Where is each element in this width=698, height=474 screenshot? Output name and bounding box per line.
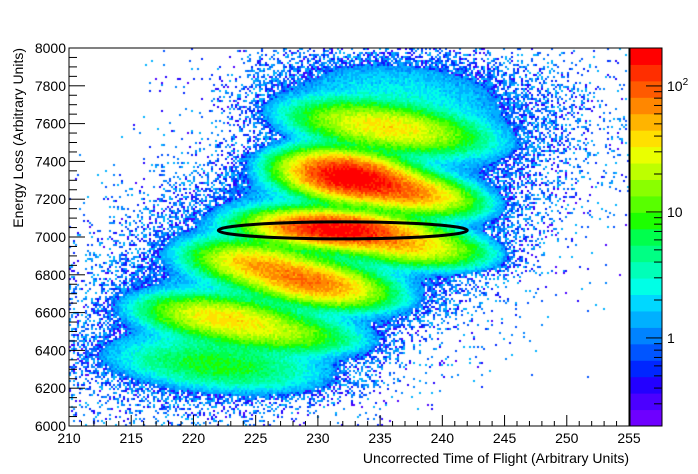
x-tick-label: 245 [493,430,517,446]
y-tick-label: 6200 [35,380,66,396]
x-tick-label: 230 [306,430,330,446]
colorbar-swatch [630,113,662,131]
colorbar-swatch [630,48,662,65]
colorbar-swatch [630,360,662,378]
colorbar-swatch [630,327,662,345]
x-axis-title: Uncorrected Time of Flight (Arbitrary Un… [363,450,629,466]
colorbar-swatch [630,343,662,361]
colorbar-swatch [630,261,662,279]
y-tick-label: 6800 [35,267,66,283]
x-tick-label: 240 [431,430,455,446]
y-tick-label: 7000 [35,229,66,245]
colorbar-swatch [630,294,662,312]
colorbar-frame [629,47,663,427]
colorbar-swatch [630,212,662,230]
colorbar-tick-label: 10 [667,204,683,220]
colorbar-swatch [630,310,662,328]
colorbar-swatch [630,393,662,411]
y-tick-label: 6000 [35,418,66,434]
colorbar-swatch [630,130,662,148]
y-tick-label: 7200 [35,191,66,207]
colorbar-swatch [630,195,662,213]
colorbar-swatch [630,409,662,427]
x-tick-label: 215 [120,430,144,446]
y-tick-label: 6600 [35,305,66,321]
colorbar-tick-label: 102 [667,77,689,94]
colorbar: 1 10 102 [629,47,689,427]
colorbar-tick-label: 1 [667,330,675,346]
y-tick-label: 7600 [35,116,66,132]
selection-ellipse [216,220,469,241]
annotations [216,220,469,241]
heatmap [69,48,629,426]
x-tick-label: 220 [182,430,206,446]
x-tick-label: 210 [57,430,81,446]
colorbar-swatch [630,179,662,197]
y-axis: 6000 6200 6400 6600 6800 7000 7200 7400 7600 7800… [35,40,85,434]
x-axis: 210 215 220 225 230 235 240 245 250 255 [57,415,641,446]
y-tick-label: 8000 [35,40,66,56]
colorbar-swatch [630,376,662,394]
colorbar-swatch [630,80,662,98]
colorbar-swatch [630,228,662,246]
y-tick-label: 7800 [35,78,66,94]
x-tick-label: 235 [368,430,392,446]
colorbar-swatch [630,97,662,115]
x-tick-label: 225 [244,430,268,446]
y-tick-label: 7400 [35,153,66,169]
x-tick-label: 250 [555,430,579,446]
heatmap-image [69,48,629,426]
colorbar-swatch [630,163,662,180]
colorbar-swatch [630,278,662,296]
y-axis-title: Energy Loss (Arbitrary Units) [10,48,26,228]
colorbar-swatch [630,245,662,263]
y-tick-label: 6400 [35,342,66,358]
x-tick-label: 255 [617,430,641,446]
colorbar-swatch [630,146,662,164]
colorbar-swatch [630,64,662,82]
